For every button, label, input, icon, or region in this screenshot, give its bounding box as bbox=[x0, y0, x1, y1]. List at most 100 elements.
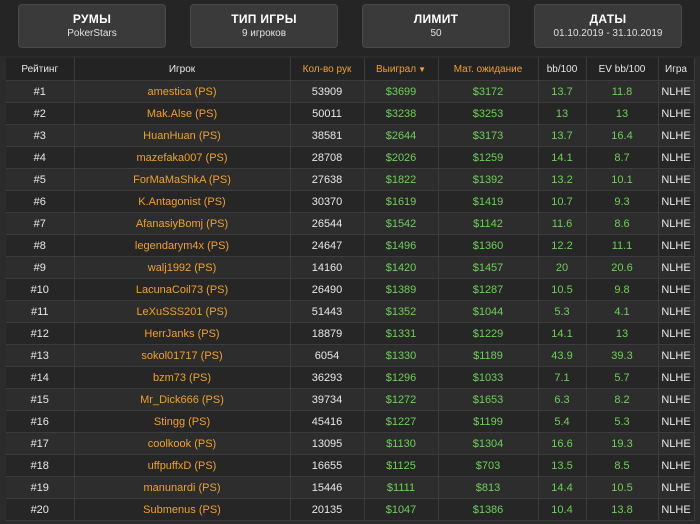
bb100-cell: 16.6 bbox=[538, 432, 587, 455]
bb100-cell: 10.4 bbox=[538, 498, 587, 521]
player-cell[interactable]: Submenus (PS) bbox=[74, 498, 291, 521]
game-cell: NLHE bbox=[658, 410, 695, 433]
hands-cell: 13095 bbox=[290, 432, 365, 455]
evbb100-cell: 16.4 bbox=[586, 124, 659, 147]
bb100-cell: 5.4 bbox=[538, 410, 587, 433]
player-cell[interactable]: legendarym4x (PS) bbox=[74, 234, 291, 257]
ev-cell: $813 bbox=[438, 476, 539, 499]
game-cell: NLHE bbox=[658, 124, 695, 147]
won-cell: $1331 bbox=[364, 322, 439, 345]
table-row: #14 bzm73 (PS) 36293 $1296 $1033 7.1 5.7 NLHE bbox=[6, 366, 695, 389]
ev-cell: $1033 bbox=[438, 366, 539, 389]
game-cell: NLHE bbox=[658, 102, 695, 125]
game-cell: NLHE bbox=[658, 190, 695, 213]
ev-cell: $1653 bbox=[438, 388, 539, 411]
game-type-filter-value: 9 игроков bbox=[241, 28, 287, 39]
table-row: #3 HuanHuan (PS) 38581 $2644 $3173 13.7 16.4 NL… bbox=[6, 124, 695, 147]
player-cell[interactable]: sokol01717 (PS) bbox=[74, 344, 291, 367]
evbb100-cell: 39.3 bbox=[586, 344, 659, 367]
player-cell[interactable]: walj1992 (PS) bbox=[74, 256, 291, 279]
rooms-filter-button[interactable]: РУМЫ PokerStars bbox=[18, 4, 166, 48]
evbb100-cell: 9.8 bbox=[586, 278, 659, 301]
player-cell[interactable]: mazefaka007 (PS) bbox=[74, 146, 291, 169]
player-cell[interactable]: HerrJanks (PS) bbox=[74, 322, 291, 345]
player-cell[interactable]: LeXuSSS201 (PS) bbox=[74, 300, 291, 323]
rank-cell: #2 bbox=[6, 102, 75, 125]
bb100-cell: 11.6 bbox=[538, 212, 587, 235]
evbb100-cell: 8.5 bbox=[586, 454, 659, 477]
won-cell: $1352 bbox=[364, 300, 439, 323]
evbb100-cell: 13.8 bbox=[586, 498, 659, 521]
won-cell: $1389 bbox=[364, 278, 439, 301]
rank-cell: #17 bbox=[6, 432, 75, 455]
table-row: #6 K.Antagonist (PS) 30370 $1619 $1419 10.7 9.… bbox=[6, 190, 695, 213]
hands-cell: 14160 bbox=[290, 256, 365, 279]
ev-cell: $703 bbox=[438, 454, 539, 477]
table-row: #1 amestica (PS) 53909 $3699 $3172 13.7 11.8 NL… bbox=[6, 80, 695, 103]
won-cell: $1130 bbox=[364, 432, 439, 455]
evbb100-cell: 13 bbox=[586, 102, 659, 125]
won-cell: $1125 bbox=[364, 454, 439, 477]
table-row: #8 legendarym4x (PS) 24647 $1496 $1360 12.2 11… bbox=[6, 234, 695, 257]
player-cell[interactable]: Mak.Alse (PS) bbox=[74, 102, 291, 125]
player-cell[interactable]: AfanasiyBomj (PS) bbox=[74, 212, 291, 235]
won-column-header[interactable]: Выиграл ▼ bbox=[364, 58, 439, 81]
player-cell[interactable]: ForMaMaShkA (PS) bbox=[74, 168, 291, 191]
player-cell[interactable]: manunardi (PS) bbox=[74, 476, 291, 499]
table-row: #12 HerrJanks (PS) 18879 $1331 $1229 14.1 13 NL… bbox=[6, 322, 695, 345]
rank-cell: #5 bbox=[6, 168, 75, 191]
game-column-header[interactable]: Игра bbox=[658, 58, 695, 81]
hands-cell: 36293 bbox=[290, 366, 365, 389]
bb100-column-header[interactable]: bb/100 bbox=[538, 58, 587, 81]
evbb100-column-header[interactable]: EV bb/100 bbox=[586, 58, 659, 81]
table-row: #2 Mak.Alse (PS) 50011 $3238 $3253 13 13 NLHE bbox=[6, 102, 695, 125]
player-cell[interactable]: uffpuffxD (PS) bbox=[74, 454, 291, 477]
bb100-cell: 14.4 bbox=[538, 476, 587, 499]
won-cell: $1047 bbox=[364, 498, 439, 521]
ev-cell: $1419 bbox=[438, 190, 539, 213]
player-column-header[interactable]: Игрок bbox=[74, 58, 291, 81]
hands-cell: 39734 bbox=[290, 388, 365, 411]
player-cell[interactable]: bzm73 (PS) bbox=[74, 366, 291, 389]
table-row: #18 uffpuffxD (PS) 16655 $1125 $703 13.5 8.5 NL… bbox=[6, 454, 695, 477]
bb100-cell: 7.1 bbox=[538, 366, 587, 389]
hands-cell: 30370 bbox=[290, 190, 365, 213]
player-cell[interactable]: amestica (PS) bbox=[74, 80, 291, 103]
game-type-filter-button[interactable]: ТИП ИГРЫ 9 игроков bbox=[190, 4, 338, 48]
hands-column-header[interactable]: Кол-во рук bbox=[290, 58, 365, 81]
evbb100-cell: 9.3 bbox=[586, 190, 659, 213]
limit-filter-button[interactable]: ЛИМИТ 50 bbox=[362, 4, 510, 48]
rank-column-header[interactable]: Рейтинг bbox=[6, 58, 75, 81]
hands-cell: 20135 bbox=[290, 498, 365, 521]
ev-cell: $3172 bbox=[438, 80, 539, 103]
game-cell: NLHE bbox=[658, 366, 695, 389]
won-cell: $1227 bbox=[364, 410, 439, 433]
evbb100-cell: 5.3 bbox=[586, 410, 659, 433]
player-cell[interactable]: K.Antagonist (PS) bbox=[74, 190, 291, 213]
game-cell: NLHE bbox=[658, 322, 695, 345]
player-cell[interactable]: HuanHuan (PS) bbox=[74, 124, 291, 147]
rank-cell: #1 bbox=[6, 80, 75, 103]
player-cell[interactable]: coolkook (PS) bbox=[74, 432, 291, 455]
bb100-cell: 10.7 bbox=[538, 190, 587, 213]
player-cell[interactable]: Stingg (PS) bbox=[74, 410, 291, 433]
rank-cell: #3 bbox=[6, 124, 75, 147]
ev-cell: $1189 bbox=[438, 344, 539, 367]
evbb100-cell: 11.8 bbox=[586, 80, 659, 103]
ev-cell: $3173 bbox=[438, 124, 539, 147]
hands-cell: 15446 bbox=[290, 476, 365, 499]
table-header-row: Рейтинг Игрок Кол-во рук Выиграл ▼ Мат. о… bbox=[6, 58, 695, 81]
won-cell: $2026 bbox=[364, 146, 439, 169]
ev-cell: $1229 bbox=[438, 322, 539, 345]
player-cell[interactable]: LacunaCoil73 (PS) bbox=[74, 278, 291, 301]
filter-bar: РУМЫ PokerStars ТИП ИГРЫ 9 игроков ЛИМИТ… bbox=[0, 0, 700, 56]
table-row: #10 LacunaCoil73 (PS) 26490 $1389 $1287 10.5 9… bbox=[6, 278, 695, 301]
dates-filter-button[interactable]: ДАТЫ 01.10.2019 - 31.10.2019 bbox=[534, 4, 682, 48]
player-cell[interactable]: Mr_Dick666 (PS) bbox=[74, 388, 291, 411]
ev-column-header[interactable]: Мат. ожидание bbox=[438, 58, 539, 81]
won-cell: $3699 bbox=[364, 80, 439, 103]
game-cell: NLHE bbox=[658, 344, 695, 367]
evbb100-cell: 8.2 bbox=[586, 388, 659, 411]
rooms-filter-value: PokerStars bbox=[67, 28, 117, 39]
won-cell: $1496 bbox=[364, 234, 439, 257]
